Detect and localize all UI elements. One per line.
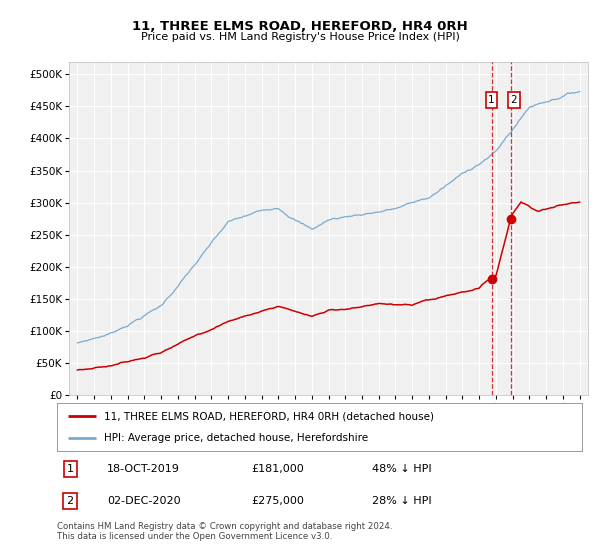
Text: 2: 2: [67, 496, 74, 506]
Text: £275,000: £275,000: [251, 496, 304, 506]
Text: 11, THREE ELMS ROAD, HEREFORD, HR4 0RH (detached house): 11, THREE ELMS ROAD, HEREFORD, HR4 0RH (…: [104, 411, 434, 421]
Text: 1: 1: [67, 464, 74, 474]
Text: HPI: Average price, detached house, Herefordshire: HPI: Average price, detached house, Here…: [104, 433, 368, 443]
Text: 1: 1: [488, 95, 495, 105]
Text: 18-OCT-2019: 18-OCT-2019: [107, 464, 180, 474]
Text: £181,000: £181,000: [251, 464, 304, 474]
Text: 02-DEC-2020: 02-DEC-2020: [107, 496, 181, 506]
Text: 48% ↓ HPI: 48% ↓ HPI: [372, 464, 431, 474]
Text: 28% ↓ HPI: 28% ↓ HPI: [372, 496, 431, 506]
Text: Price paid vs. HM Land Registry's House Price Index (HPI): Price paid vs. HM Land Registry's House …: [140, 32, 460, 43]
Text: 2: 2: [511, 95, 517, 105]
Text: 11, THREE ELMS ROAD, HEREFORD, HR4 0RH: 11, THREE ELMS ROAD, HEREFORD, HR4 0RH: [132, 20, 468, 32]
Text: Contains HM Land Registry data © Crown copyright and database right 2024.
This d: Contains HM Land Registry data © Crown c…: [57, 522, 392, 542]
